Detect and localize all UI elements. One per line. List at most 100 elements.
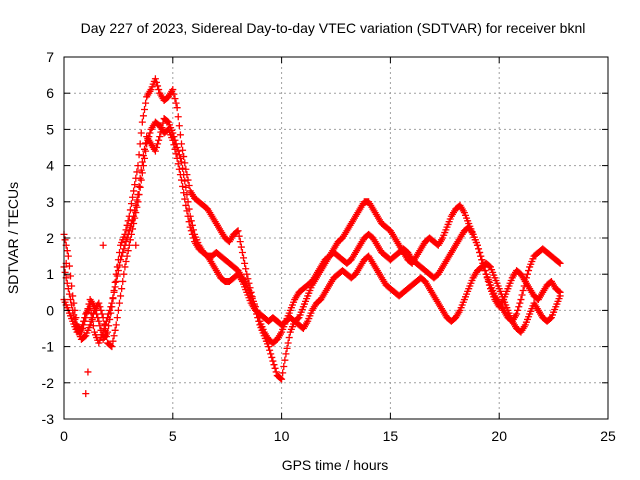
data-point-marker bbox=[179, 146, 187, 154]
data-point-marker bbox=[118, 252, 126, 260]
data-point-marker bbox=[169, 86, 177, 94]
data-point-marker bbox=[61, 268, 69, 276]
data-point-marker bbox=[513, 310, 521, 318]
data-point-marker bbox=[124, 230, 132, 238]
data-point-marker bbox=[158, 124, 166, 132]
data-point-marker bbox=[181, 177, 189, 185]
data-point-marker bbox=[119, 248, 127, 256]
data-point-marker bbox=[134, 191, 142, 199]
data-point-marker bbox=[82, 390, 90, 398]
data-point-marker bbox=[179, 164, 187, 172]
data-point-marker bbox=[272, 368, 280, 376]
data-point-marker bbox=[171, 95, 179, 103]
data-point-marker bbox=[132, 241, 140, 249]
y-tick-label: 1 bbox=[46, 266, 54, 282]
data-point-marker bbox=[283, 344, 291, 352]
y-tick-label: -3 bbox=[42, 411, 55, 427]
data-point-marker bbox=[113, 272, 121, 280]
y-tick-label: -2 bbox=[42, 375, 55, 391]
data-point-marker bbox=[179, 182, 187, 190]
data-point-marker bbox=[473, 241, 481, 249]
data-point-marker bbox=[242, 265, 250, 273]
data-point-marker bbox=[108, 299, 116, 307]
data-point-marker bbox=[178, 158, 186, 166]
data-point-marker bbox=[281, 356, 289, 364]
data-point-marker bbox=[113, 314, 121, 322]
data-point-marker bbox=[136, 183, 144, 191]
data-point-marker bbox=[118, 285, 126, 293]
data-point-marker bbox=[175, 122, 183, 130]
data-point-marker bbox=[174, 147, 182, 155]
data-point-marker bbox=[138, 118, 146, 126]
data-point-marker bbox=[84, 368, 92, 376]
series-track-c bbox=[60, 115, 564, 347]
data-point-marker bbox=[125, 227, 133, 235]
data-point-marker bbox=[80, 317, 88, 325]
data-point-marker bbox=[109, 294, 117, 302]
data-point-marker bbox=[139, 162, 147, 170]
data-point-marker bbox=[135, 182, 143, 190]
data-point-marker bbox=[141, 145, 149, 153]
data-point-marker bbox=[146, 129, 154, 137]
data-point-marker bbox=[126, 206, 134, 214]
data-point-marker bbox=[523, 270, 531, 278]
x-tick-label: 25 bbox=[600, 428, 616, 444]
data-point-marker bbox=[119, 277, 127, 285]
data-point-marker bbox=[137, 129, 145, 137]
data-point-marker bbox=[137, 166, 145, 174]
data-point-marker bbox=[519, 286, 527, 294]
data-point-marker bbox=[99, 328, 107, 336]
data-point-marker bbox=[478, 256, 486, 264]
data-point-marker bbox=[151, 75, 159, 83]
data-point-marker bbox=[114, 267, 122, 275]
data-point-marker bbox=[98, 310, 106, 318]
data-point-marker bbox=[77, 325, 85, 332]
x-axis-label: GPS time / hours bbox=[282, 457, 389, 473]
data-point-marker bbox=[88, 315, 96, 323]
data-point-marker bbox=[133, 168, 141, 176]
data-point-marker bbox=[135, 151, 143, 159]
x-tick-label: 20 bbox=[491, 428, 507, 444]
data-point-marker bbox=[481, 267, 489, 275]
data-point-marker bbox=[136, 140, 144, 148]
data-point-marker bbox=[170, 90, 178, 98]
data-point-marker bbox=[122, 258, 130, 266]
data-point-marker bbox=[117, 256, 125, 264]
data-point-marker bbox=[65, 290, 73, 298]
data-point-marker bbox=[96, 322, 104, 330]
data-point-marker bbox=[184, 176, 192, 184]
data-point-marker bbox=[154, 140, 162, 148]
data-point-marker bbox=[170, 133, 178, 141]
data-point-marker bbox=[279, 369, 287, 377]
data-point-marker bbox=[152, 78, 160, 86]
y-tick-label: -1 bbox=[42, 339, 55, 355]
data-point-marker bbox=[154, 82, 162, 90]
data-point-marker bbox=[112, 321, 120, 329]
data-point-marker bbox=[81, 333, 89, 341]
data-point-marker bbox=[130, 187, 138, 195]
data-point-marker bbox=[475, 245, 483, 253]
data-point-marker bbox=[127, 220, 135, 228]
data-point-marker bbox=[234, 227, 242, 235]
data-point-marker bbox=[106, 306, 114, 314]
data-point-marker bbox=[155, 86, 163, 94]
data-point-marker bbox=[87, 309, 95, 317]
data-point-marker bbox=[89, 322, 97, 330]
data-point-marker bbox=[484, 277, 492, 285]
data-point-marker bbox=[63, 247, 71, 255]
data-point-marker bbox=[525, 267, 533, 275]
data-point-marker bbox=[111, 283, 119, 291]
y-tick-label: 2 bbox=[46, 230, 54, 246]
data-point-marker bbox=[163, 117, 171, 125]
data-point-marker bbox=[485, 281, 493, 289]
data-point-marker bbox=[78, 321, 86, 329]
data-point-marker bbox=[185, 205, 193, 213]
y-axis-ticks: -3 -2 -1 0 1 2 3 4 5 6 7 bbox=[42, 49, 608, 427]
data-point-marker bbox=[277, 374, 285, 382]
data-point-marker bbox=[270, 361, 278, 369]
data-point-marker bbox=[269, 357, 277, 365]
y-tick-label: 0 bbox=[46, 302, 54, 318]
data-point-marker bbox=[129, 216, 137, 224]
data-point-marker bbox=[139, 112, 147, 120]
data-point-marker bbox=[182, 183, 190, 191]
